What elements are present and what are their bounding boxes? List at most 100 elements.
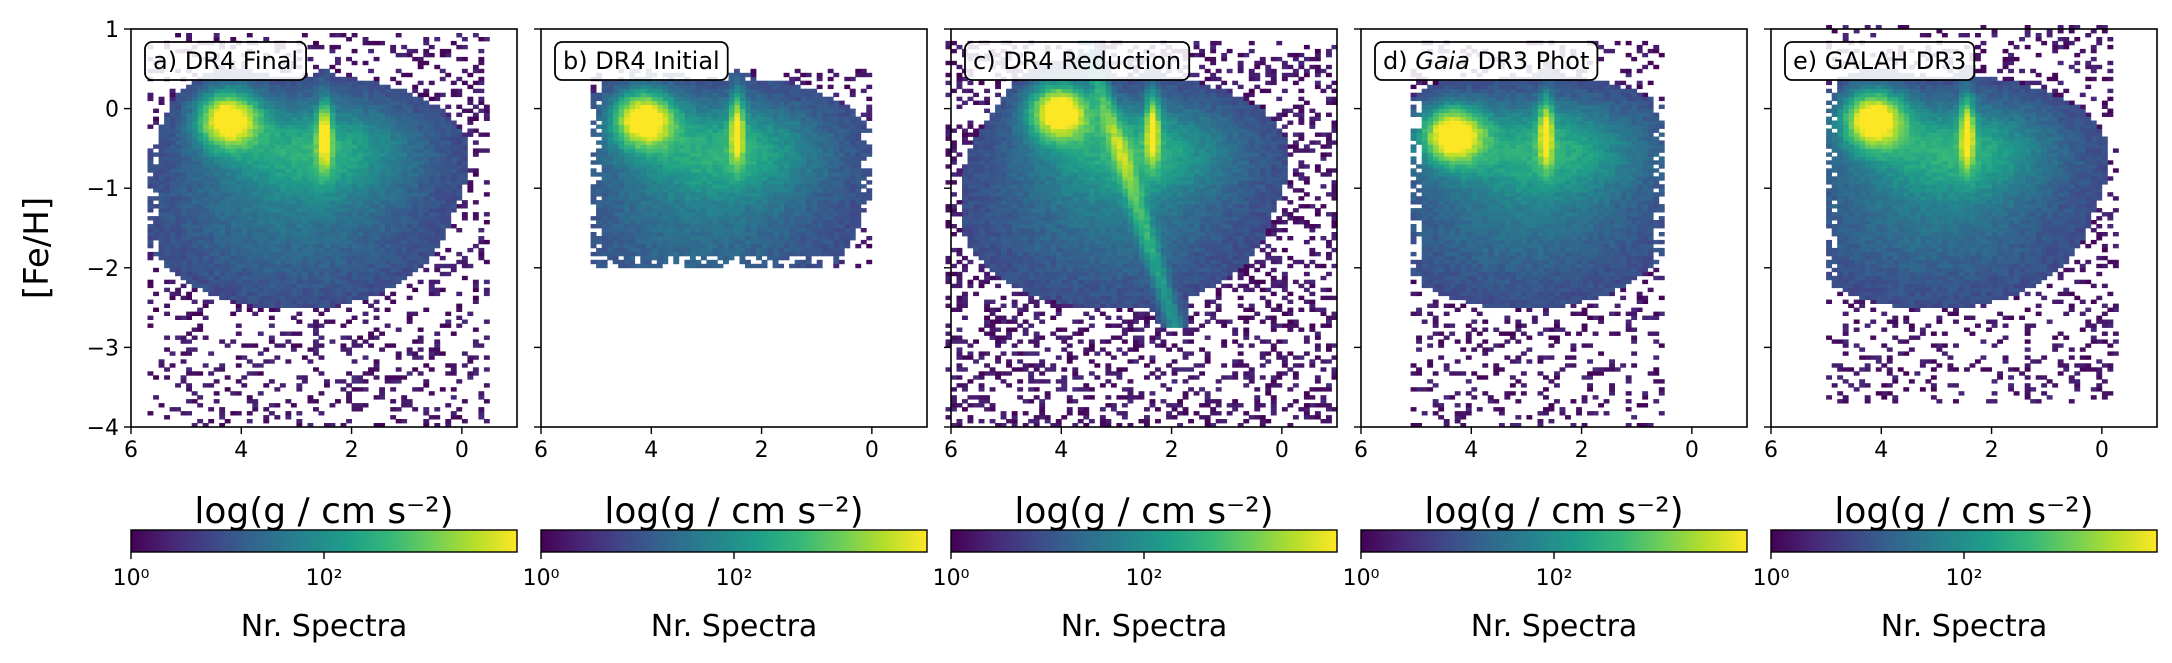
heatmap-cell [700,120,707,125]
heatmap-cell [390,275,397,281]
heatmap-cell [313,180,319,185]
heatmap-cell [246,343,253,348]
heatmap-cell [186,176,192,181]
heatmap-cell [296,188,303,193]
heatmap-cell [180,196,187,201]
heatmap-cell [450,156,457,161]
heatmap-cell [324,423,330,428]
heatmap-cell [390,168,397,173]
heatmap-cell [368,367,374,372]
heatmap-cell [180,335,187,340]
heatmap-cell [478,343,485,348]
heatmap-cell [811,148,818,153]
heatmap-cell [456,228,463,233]
heatmap-cell [761,243,768,249]
heatmap-cell [158,243,165,249]
heatmap-cell [164,128,170,133]
heatmap-cell [186,84,192,90]
heatmap-cell [794,84,801,90]
heatmap-cells [147,33,490,428]
heatmap-cell [180,359,187,364]
heatmap-cell [838,168,845,173]
heatmap-cell [805,180,812,185]
heatmap-cell [860,124,867,129]
heatmap-cell [700,140,707,145]
heatmap-cell [368,176,374,181]
heatmap-cell [816,176,823,181]
heatmap-cell [290,263,297,269]
heatmap-cell [794,192,801,197]
heatmap-cell [483,180,490,185]
heatmap-cell [257,251,264,257]
heatmap-cell [346,112,352,117]
heatmap-cell [406,236,413,241]
heatmap-cell [789,88,795,94]
heatmap-cell [296,80,303,86]
heatmap-cell [833,144,840,149]
heatmap-cell [434,144,441,149]
heatmap-cell [180,168,187,173]
heatmap-cell [263,104,270,109]
heatmap-cell [147,148,154,153]
heatmap-cell [772,164,779,169]
heatmap-cell [778,251,784,257]
heatmap-cell [180,351,187,356]
heatmap-cell [257,212,264,217]
heatmap-cell [368,108,374,113]
heatmap-cell [158,239,165,245]
heatmap-cell [855,156,862,161]
heatmap-cell [175,180,181,185]
heatmap-cell [318,128,325,133]
heatmap-cell [827,160,834,165]
heatmap-cell [373,76,380,82]
heatmap-cell [263,80,270,86]
heatmap-cell [368,136,374,141]
heatmap-cell [329,251,336,257]
heatmap-cell [423,383,430,388]
heatmap-cell [368,164,374,169]
heatmap-cell [800,132,807,137]
heatmap-cell [301,247,308,253]
heatmap-cell [224,200,231,205]
heatmap-cell [351,259,358,265]
heatmap-cell [246,303,253,308]
heatmap-cell [335,243,341,249]
heatmap-cell [252,176,259,181]
heatmap-cell [246,204,253,209]
heatmap-cell [329,275,336,281]
heatmap-cell [274,295,281,301]
heatmap-cell [428,367,435,372]
heatmap-cell [695,216,702,221]
heatmap-cell [257,92,264,98]
heatmap-cell [816,228,823,233]
heatmap-cell [390,259,397,265]
heatmap-cell [219,180,226,185]
heatmap-cell [384,267,391,273]
heatmap-cell [329,140,336,145]
heatmap-cell [368,40,374,46]
heatmap-cell [417,236,424,241]
heatmap-cell [816,84,823,90]
heatmap-cell [307,100,314,105]
heatmap-cell [252,156,259,161]
heatmap-cell [340,263,347,269]
heatmap-cell [401,140,408,145]
heatmap-cell [434,112,441,117]
heatmap-cell [706,216,713,221]
heatmap-cell [434,291,441,297]
heatmap-cell [689,236,696,241]
heatmap-cell [406,295,413,301]
heatmap-cell [439,156,446,161]
heatmap-cell [186,132,192,137]
heatmap-cell [478,68,485,74]
heatmap-cell [717,255,724,261]
heatmap-cell [406,180,413,185]
heatmap-cell [445,140,452,145]
heatmap-cell [401,275,408,281]
heatmap-cell [379,271,385,277]
heatmap-cell [335,148,341,153]
heatmap-cell [202,239,209,245]
heatmap-cell [783,128,790,133]
heatmap-cell [268,335,275,340]
heatmap-cell [257,283,264,289]
